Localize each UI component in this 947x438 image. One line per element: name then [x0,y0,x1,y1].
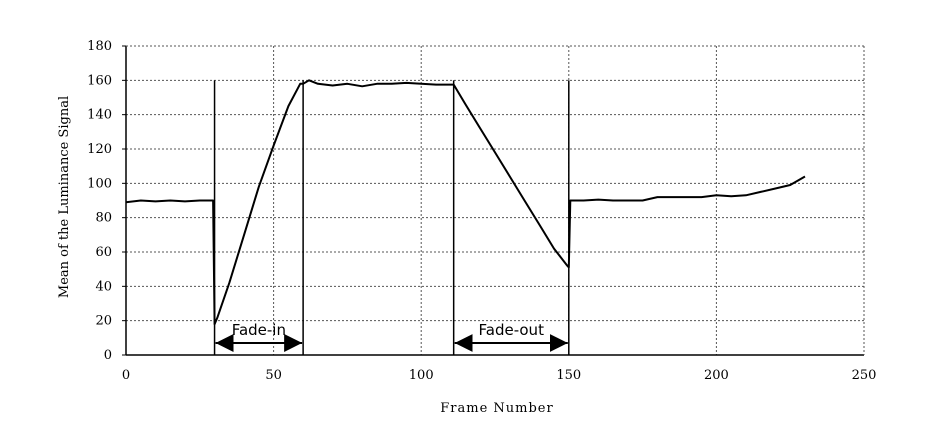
x-tick-label: 100 [409,368,434,383]
vertical-markers [213,80,570,355]
annotation-label: Fade-out [479,321,545,339]
y-axis-title: Mean of the Luminance Signal [57,96,72,298]
y-tick-label: 100 [87,176,112,191]
y-tick-label: 0 [104,348,112,363]
x-tick-label: 150 [556,368,581,383]
series-group [125,79,806,326]
x-tick-label: 250 [852,368,877,383]
x-tick-label: 200 [704,368,729,383]
annotations: Fade-in Fade-out [215,321,568,352]
x-tick-label: 50 [265,368,282,383]
y-tick-label: 60 [95,245,112,260]
luminance-series-line [125,79,806,326]
y-tick-label: 80 [95,211,112,226]
grid [126,45,864,355]
y-tick-label: 40 [95,279,112,294]
x-axis-title: Frame Number [440,401,553,416]
y-tick-label: 140 [87,108,112,123]
x-tick-label: 0 [122,368,130,383]
y-tick-label: 20 [95,314,112,329]
y-tick-label: 120 [87,142,112,157]
plot-frame [122,45,865,356]
y-tick-labels: 0 20 40 60 80 100 120 140 160 180 [87,39,112,363]
y-tick-label: 160 [87,73,112,88]
y-tick-label: 180 [87,39,112,54]
x-tick-labels: 0 50 100 150 200 250 [122,368,877,383]
annotation-label: Fade-in [232,321,286,339]
